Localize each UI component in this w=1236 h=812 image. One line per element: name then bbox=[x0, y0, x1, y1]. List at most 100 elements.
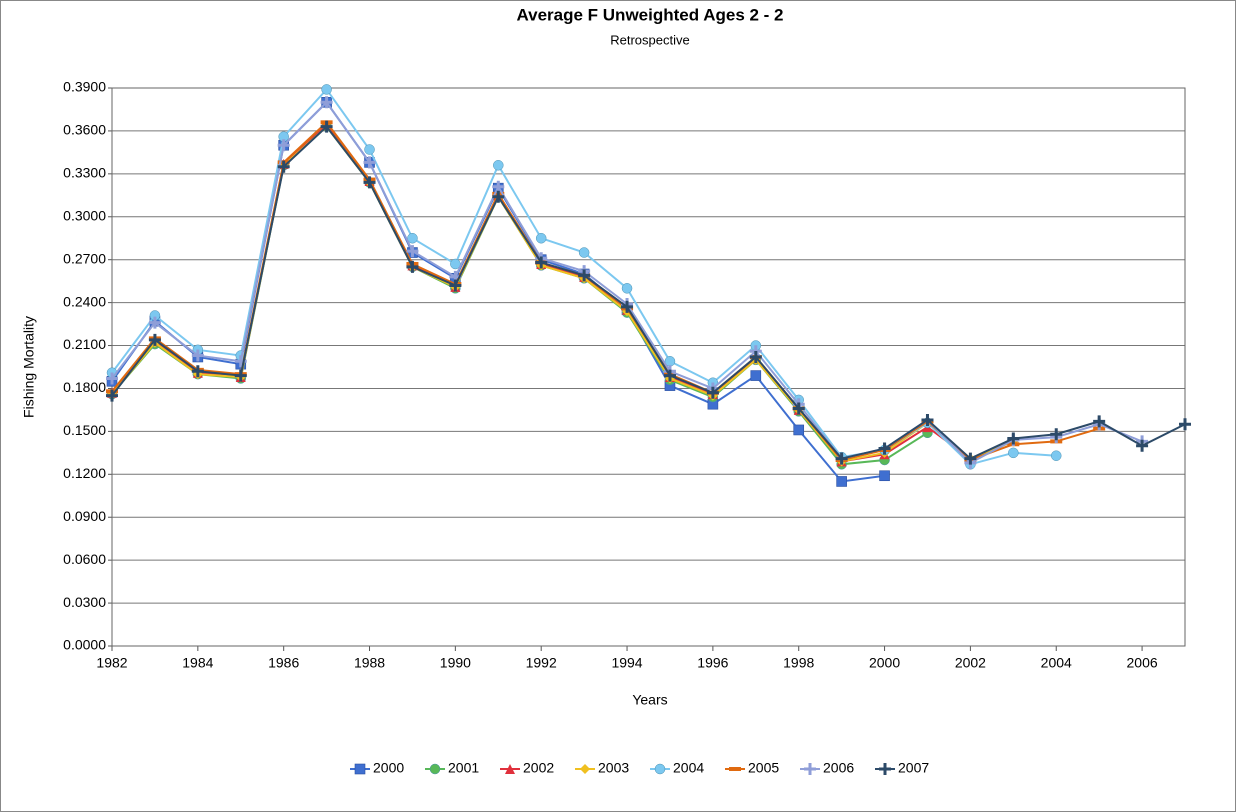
marker bbox=[364, 144, 375, 155]
y-tick-label: 0.0600 bbox=[63, 551, 106, 567]
marker bbox=[148, 333, 161, 346]
x-tick-label: 1996 bbox=[697, 655, 728, 671]
marker bbox=[354, 763, 366, 775]
y-tick-label: 0.1200 bbox=[63, 465, 106, 481]
x-tick-label: 1998 bbox=[783, 655, 814, 671]
legend-label: 2002 bbox=[523, 760, 554, 776]
marker bbox=[879, 470, 890, 482]
y-tick-label: 0.2700 bbox=[63, 250, 106, 266]
y-tick-label: 0.2100 bbox=[63, 336, 106, 352]
marker bbox=[363, 176, 376, 189]
marker bbox=[505, 764, 515, 774]
marker bbox=[429, 763, 441, 775]
marker bbox=[492, 180, 505, 193]
marker bbox=[792, 402, 805, 415]
marker bbox=[1008, 447, 1019, 459]
x-tick-label: 1988 bbox=[354, 655, 385, 671]
x-tick-label: 1990 bbox=[440, 655, 471, 671]
marker bbox=[964, 452, 977, 465]
marker bbox=[879, 763, 891, 775]
x-tick-label: 1994 bbox=[611, 655, 642, 671]
marker bbox=[320, 120, 333, 133]
y-tick-label: 0.1500 bbox=[63, 422, 106, 438]
marker bbox=[835, 452, 848, 465]
x-tick-label: 2000 bbox=[869, 655, 900, 671]
marker bbox=[321, 84, 332, 95]
y-tick-label: 0.0000 bbox=[63, 637, 106, 653]
marker bbox=[729, 767, 741, 771]
y-axis-title: Fishing Mortality bbox=[21, 316, 37, 418]
legend-label: 2004 bbox=[673, 760, 704, 776]
marker bbox=[191, 365, 204, 378]
marker bbox=[320, 96, 333, 109]
marker bbox=[1007, 432, 1020, 445]
marker bbox=[148, 316, 161, 329]
x-tick-label: 2004 bbox=[1041, 655, 1072, 671]
marker bbox=[1050, 428, 1063, 441]
marker bbox=[406, 245, 419, 258]
marker bbox=[836, 476, 847, 487]
x-tick-label: 2006 bbox=[1127, 655, 1158, 671]
legend-label: 2007 bbox=[898, 760, 929, 776]
marker bbox=[106, 372, 118, 385]
series-line bbox=[111, 125, 1186, 460]
legend-label: 2001 bbox=[448, 760, 479, 776]
x-axis-title: Years bbox=[632, 692, 667, 708]
marker bbox=[234, 369, 247, 382]
marker bbox=[1050, 450, 1062, 461]
marker bbox=[749, 350, 762, 363]
chart-subtitle: Retrospective bbox=[610, 32, 689, 47]
marker bbox=[706, 386, 719, 399]
marker bbox=[492, 190, 505, 203]
chart-title: Average F Unweighted Ages 2 - 2 bbox=[516, 5, 783, 24]
y-tick-label: 0.1800 bbox=[63, 379, 106, 395]
y-tick-label: 0.2400 bbox=[63, 293, 106, 309]
marker bbox=[878, 442, 891, 455]
marker bbox=[277, 160, 290, 173]
plot-area bbox=[111, 87, 1186, 647]
marker bbox=[363, 156, 376, 169]
marker bbox=[449, 279, 462, 292]
marker bbox=[578, 269, 591, 282]
y-tick-label: 0.3300 bbox=[63, 165, 106, 181]
x-tick-label: 1992 bbox=[526, 655, 557, 671]
y-tick-label: 0.3900 bbox=[63, 79, 106, 95]
marker bbox=[654, 763, 666, 775]
marker bbox=[493, 160, 504, 171]
marker bbox=[621, 300, 634, 313]
marker bbox=[450, 258, 461, 270]
marker bbox=[1179, 418, 1191, 431]
legend-label: 2006 bbox=[823, 760, 854, 776]
marker bbox=[1136, 439, 1149, 452]
x-tick-label: 2002 bbox=[955, 655, 986, 671]
x-tick-label: 1984 bbox=[182, 655, 213, 671]
y-tick-label: 0.3000 bbox=[63, 207, 106, 223]
marker bbox=[663, 369, 676, 382]
legend-label: 2000 bbox=[373, 760, 404, 776]
x-tick-label: 1986 bbox=[268, 655, 299, 671]
marker bbox=[406, 260, 419, 273]
marker bbox=[234, 355, 247, 368]
marker bbox=[921, 413, 934, 426]
marker bbox=[804, 763, 816, 775]
marker bbox=[580, 764, 590, 774]
y-tick-label: 0.0900 bbox=[63, 508, 106, 524]
legend-label: 2005 bbox=[748, 760, 779, 776]
marker bbox=[621, 283, 633, 294]
marker bbox=[106, 389, 118, 402]
marker bbox=[535, 256, 548, 269]
marker bbox=[578, 247, 590, 258]
marker bbox=[535, 232, 547, 244]
marker bbox=[793, 424, 805, 436]
marker bbox=[750, 370, 762, 381]
legend-label: 2003 bbox=[598, 760, 629, 776]
marker bbox=[277, 139, 290, 152]
x-tick-label: 1982 bbox=[96, 655, 127, 671]
marker bbox=[407, 232, 418, 244]
marker bbox=[1093, 415, 1106, 428]
y-tick-label: 0.0300 bbox=[63, 594, 106, 610]
marker bbox=[191, 349, 204, 362]
y-tick-label: 0.3600 bbox=[63, 122, 106, 138]
